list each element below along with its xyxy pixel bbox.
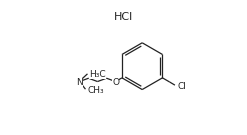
Text: N: N <box>76 78 83 87</box>
Text: O: O <box>112 78 119 87</box>
Text: H₃C: H₃C <box>89 70 106 79</box>
Text: CH₃: CH₃ <box>87 86 104 95</box>
Text: HCl: HCl <box>114 12 133 22</box>
Text: Cl: Cl <box>178 82 186 91</box>
